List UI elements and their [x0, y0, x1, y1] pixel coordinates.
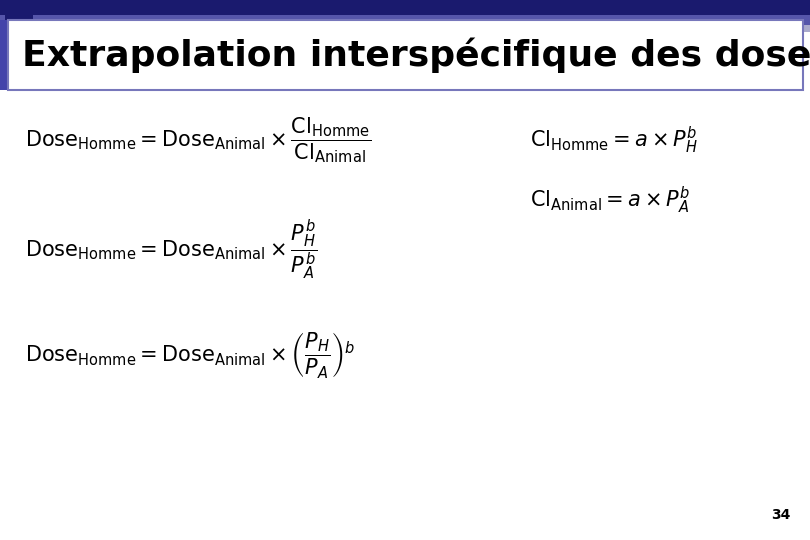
- Bar: [5, 7, 33, 35]
- Bar: [0, 0, 810, 15]
- Text: $\mathsf{Dose}_{\mathsf{Homme}} = \mathsf{Dose}_{\mathsf{Animal}} \times \dfrac{: $\mathsf{Dose}_{\mathsf{Homme}} = \maths…: [25, 115, 372, 165]
- Text: Extrapolation interspécifique des doses: Extrapolation interspécifique des doses: [22, 37, 810, 73]
- Bar: [0, 15, 810, 25]
- Text: $\mathsf{Dose}_{\mathsf{Homme}} = \mathsf{Dose}_{\mathsf{Animal}} \times \left(\: $\mathsf{Dose}_{\mathsf{Homme}} = \maths…: [25, 330, 356, 380]
- Text: $\mathsf{Cl}_{\mathsf{Animal}} = a \times P_A^b$: $\mathsf{Cl}_{\mathsf{Animal}} = a \time…: [530, 184, 690, 215]
- Bar: [0, 25, 810, 32]
- Text: $\mathsf{Cl}_{\mathsf{Homme}} = a \times P_H^b$: $\mathsf{Cl}_{\mathsf{Homme}} = a \times…: [530, 124, 697, 156]
- Bar: [0, 20, 8, 90]
- Bar: [8, 20, 803, 90]
- Bar: [8, 20, 803, 90]
- Text: $\mathsf{Dose}_{\mathsf{Homme}} = \mathsf{Dose}_{\mathsf{Animal}} \times \dfrac{: $\mathsf{Dose}_{\mathsf{Homme}} = \maths…: [25, 218, 318, 282]
- Text: 34: 34: [770, 508, 790, 522]
